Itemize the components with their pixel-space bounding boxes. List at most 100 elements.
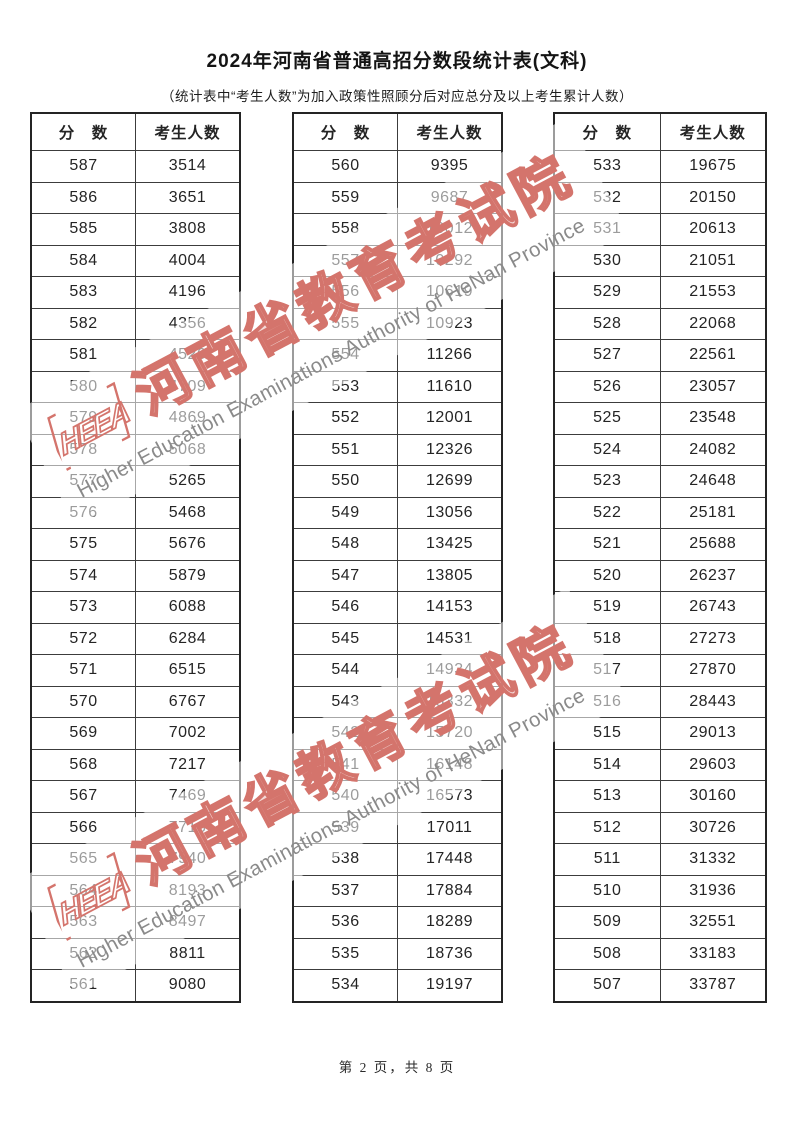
- score-cell: 565: [30, 843, 136, 876]
- score-cell: 542: [292, 717, 398, 750]
- score-cell: 544: [292, 654, 398, 687]
- table-row: 573 6088: [30, 591, 241, 624]
- score-cell: 587: [30, 150, 136, 183]
- score-cell: 566: [30, 811, 136, 844]
- score-cell: 531: [553, 213, 661, 246]
- score-cell: 556: [292, 276, 398, 309]
- count-cell: 15720: [397, 717, 503, 750]
- score-cell: 507: [553, 969, 661, 1002]
- score-cell: 585: [30, 213, 136, 246]
- count-cell: 13056: [397, 496, 503, 529]
- score-cell: 526: [553, 370, 661, 403]
- table-row: 542 15720: [292, 717, 503, 750]
- table-row: 538 17448: [292, 843, 503, 876]
- count-cell: 3651: [135, 181, 241, 214]
- score-cell: 548: [292, 528, 398, 561]
- count-cell: 5676: [135, 528, 241, 561]
- table-header: 分 数 考生人数: [30, 112, 241, 151]
- count-cell: 7002: [135, 717, 241, 750]
- score-cell: 572: [30, 622, 136, 655]
- table-row: 577 5265: [30, 465, 241, 498]
- table-row: 515 29013: [553, 717, 767, 750]
- count-cell: 8497: [135, 906, 241, 939]
- score-cell: 513: [553, 780, 661, 813]
- table-row: 529 21553: [553, 276, 767, 309]
- score-cell: 509: [553, 906, 661, 939]
- count-cell: 30726: [659, 811, 767, 844]
- count-column-header: 考生人数: [397, 112, 503, 151]
- count-cell: 11266: [397, 339, 503, 372]
- score-cell: 552: [292, 402, 398, 435]
- table-body: 587 3514 586 3651 585 3808 584 4004 583 4196 582 43…: [30, 150, 241, 1002]
- table-row: 517 27870: [553, 654, 767, 687]
- count-cell: 4356: [135, 307, 241, 340]
- score-cell: 554: [292, 339, 398, 372]
- score-cell: 551: [292, 433, 398, 466]
- table-row: 522 25181: [553, 496, 767, 529]
- count-cell: 10292: [397, 244, 503, 277]
- table-row: 528 22068: [553, 307, 767, 340]
- score-cell: 564: [30, 874, 136, 907]
- table-row: 561 9080: [30, 969, 241, 1002]
- score-cell: 530: [553, 244, 661, 277]
- count-cell: 32551: [659, 906, 767, 939]
- table-row: 511 31332: [553, 843, 767, 876]
- count-cell: 16148: [397, 748, 503, 781]
- table-row: 519 26743: [553, 591, 767, 624]
- score-cell: 570: [30, 685, 136, 718]
- table-row: 587 3514: [30, 150, 241, 183]
- count-cell: 23548: [659, 402, 767, 435]
- header-row: 分 数 考生人数: [553, 112, 767, 151]
- count-column-header: 考生人数: [135, 112, 241, 151]
- table-row: 558 10012: [292, 213, 503, 246]
- count-cell: 16573: [397, 780, 503, 813]
- table-row: 557 10292: [292, 244, 503, 277]
- count-cell: 14531: [397, 622, 503, 655]
- count-cell: 17884: [397, 874, 503, 907]
- table-row: 509 32551: [553, 906, 767, 939]
- score-cell: 529: [553, 276, 661, 309]
- table-row: 521 25688: [553, 528, 767, 561]
- count-cell: 9395: [397, 150, 503, 183]
- score-cell: 569: [30, 717, 136, 750]
- table-row: 582 4356: [30, 307, 241, 340]
- header-row: 分 数 考生人数: [292, 112, 503, 151]
- score-cell: 545: [292, 622, 398, 655]
- table-row: 524 24082: [553, 433, 767, 466]
- table-row: 565 7940: [30, 843, 241, 876]
- table-row: 581 4526: [30, 339, 241, 372]
- score-cell: 553: [292, 370, 398, 403]
- count-cell: 12326: [397, 433, 503, 466]
- table-row: 567 7469: [30, 780, 241, 813]
- table-row: 535 18736: [292, 937, 503, 970]
- score-cell: 583: [30, 276, 136, 309]
- count-cell: 20150: [659, 181, 767, 214]
- table-row: 526 23057: [553, 370, 767, 403]
- count-cell: 14153: [397, 591, 503, 624]
- count-cell: 10923: [397, 307, 503, 340]
- table-row: 523 24648: [553, 465, 767, 498]
- count-cell: 18736: [397, 937, 503, 970]
- table-row: 571 6515: [30, 654, 241, 687]
- score-cell: 568: [30, 748, 136, 781]
- table-row: 536 18289: [292, 906, 503, 939]
- score-column-header: 分 数: [553, 112, 661, 151]
- score-cell: 514: [553, 748, 661, 781]
- table-row: 555 10923: [292, 307, 503, 340]
- score-cell: 527: [553, 339, 661, 372]
- score-cell: 519: [553, 591, 661, 624]
- score-cell: 510: [553, 874, 661, 907]
- score-cell: 543: [292, 685, 398, 718]
- table-row: 513 30160: [553, 780, 767, 813]
- score-cell: 539: [292, 811, 398, 844]
- count-cell: 20613: [659, 213, 767, 246]
- score-cell: 557: [292, 244, 398, 277]
- score-cell: 512: [553, 811, 661, 844]
- score-cell: 573: [30, 591, 136, 624]
- table-row: 531 20613: [553, 213, 767, 246]
- table-row: 569 7002: [30, 717, 241, 750]
- score-cell: 541: [292, 748, 398, 781]
- table-row: 566 7718: [30, 811, 241, 844]
- count-cell: 24648: [659, 465, 767, 498]
- score-cell: 574: [30, 559, 136, 592]
